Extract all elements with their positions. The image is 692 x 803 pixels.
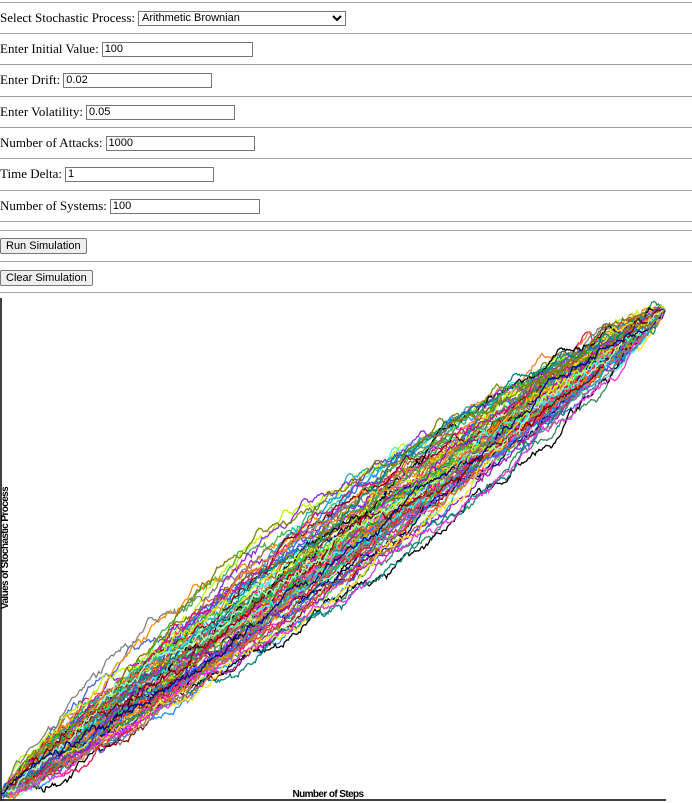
clear-simulation-button[interactable]: Clear Simulation [0, 270, 93, 286]
volatility-row: Enter Volatility: [0, 104, 235, 120]
divider [0, 96, 692, 97]
drift-label: Enter Drift: [0, 72, 61, 87]
divider [0, 221, 692, 222]
time-delta-row: Time Delta: [0, 166, 214, 182]
series-line [1, 309, 666, 794]
process-select[interactable]: Arithmetic Brownian [138, 10, 347, 26]
systems-row: Number of Systems: [0, 198, 260, 214]
initial-value-input[interactable] [101, 41, 253, 57]
divider [0, 2, 692, 3]
divider [0, 33, 692, 34]
process-select-value: Arithmetic Brownian [142, 12, 240, 24]
systems-input[interactable] [109, 198, 260, 214]
time-delta-input[interactable] [65, 166, 214, 182]
divider [0, 292, 692, 293]
volatility-input[interactable] [85, 104, 235, 120]
series-line [1, 309, 666, 794]
series-line [1, 307, 666, 800]
divider [0, 261, 692, 262]
initial-value-label: Enter Initial Value: [0, 41, 99, 56]
run-row: Run Simulation [0, 238, 87, 254]
simulation-chart: Number of Steps Values of Stochastic Pro… [0, 298, 666, 801]
divider [0, 127, 692, 128]
process-row: Select Stochastic Process: Arithmetic Br… [0, 10, 347, 26]
series-line [1, 309, 666, 794]
series-line [1, 309, 666, 794]
chevron-down-icon [332, 14, 342, 21]
time-delta-label: Time Delta: [0, 166, 62, 181]
systems-label: Number of Systems: [0, 198, 107, 213]
divider [0, 64, 692, 65]
drift-input[interactable] [63, 72, 213, 88]
series-line [1, 309, 666, 794]
divider [0, 190, 692, 191]
series-line [2, 308, 666, 794]
series-line [1, 306, 666, 794]
series-group [1, 300, 666, 800]
x-axis-label: Number of Steps [292, 789, 364, 800]
series-line [1, 309, 666, 795]
clear-row: Clear Simulation [0, 270, 93, 286]
process-label: Select Stochastic Process: [0, 10, 136, 25]
run-simulation-button[interactable]: Run Simulation [0, 238, 87, 254]
divider [0, 230, 692, 231]
initial-value-row: Enter Initial Value: [0, 41, 253, 57]
attacks-row: Number of Attacks: [0, 135, 255, 151]
drift-row: Enter Drift: [0, 72, 213, 88]
y-axis-label: Values of Stochastic Process [0, 486, 11, 609]
divider [0, 158, 692, 159]
attacks-label: Number of Attacks: [0, 135, 103, 150]
attacks-input[interactable] [105, 135, 255, 151]
volatility-label: Enter Volatility: [0, 104, 83, 119]
series-line [1, 309, 666, 794]
